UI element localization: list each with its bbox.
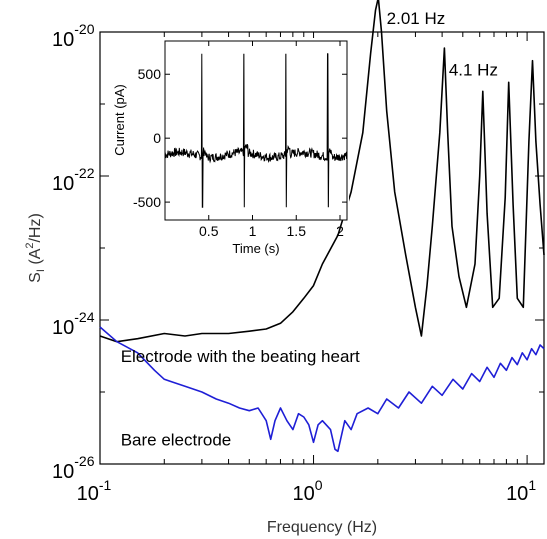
y-tick-label: 10-24 [52, 309, 95, 339]
y-tick-label: 10-22 [52, 165, 95, 195]
inset-x-tick-label: 2 [336, 223, 344, 239]
series-bare-line [99, 326, 545, 453]
main-annotations: 2.01 Hz 4.1 Hz Electrode with the beating … [121, 9, 498, 450]
inset-x-tick-label: 0.5 [199, 223, 219, 239]
x-tick-label: 101 [506, 477, 536, 505]
annotation-label: Electrode with the beating heart [121, 347, 360, 366]
inset-tick-labels: 0.5 1 1.5 2 -500 0 500 [133, 66, 344, 239]
main-series-group [99, 0, 545, 453]
inset-current-trace [164, 53, 348, 208]
y-tick-label: 10-20 [52, 21, 95, 51]
inset-x-tick-label: 1.5 [287, 223, 307, 239]
inset-plot-frame [164, 40, 348, 221]
x-tick-label: 10-1 [77, 477, 112, 505]
x-axis-label: Frequency (Hz) [267, 519, 377, 536]
inset-y-tick-label: 0 [153, 130, 161, 146]
y-axis-label: SI (A2/Hz) [24, 213, 47, 283]
inset-y-tick-label: 500 [138, 66, 162, 82]
main-tick-labels: 10-1 100 101 10-26 10-24 10-22 10-20 [52, 21, 536, 505]
inset-x-tick-label: 1 [249, 223, 257, 239]
annotation-label: 2.01 Hz [387, 9, 446, 28]
x-tick-label: 100 [293, 477, 323, 505]
inset-y-axis-label: Current (pA) [112, 84, 127, 156]
inset-axis-ticks [165, 41, 347, 220]
annotation-label: Bare electrode [121, 431, 232, 450]
annotation-label: 4.1 Hz [449, 60, 498, 79]
inset-series-group [164, 53, 348, 208]
inset-y-tick-label: -500 [133, 194, 161, 210]
inset-x-axis-label: Time (s) [232, 241, 279, 256]
y-tick-label: 10-26 [52, 453, 95, 483]
main-axis-ticks [99, 31, 544, 465]
series-heart-line [99, 0, 545, 343]
inset-background [149, 38, 349, 220]
